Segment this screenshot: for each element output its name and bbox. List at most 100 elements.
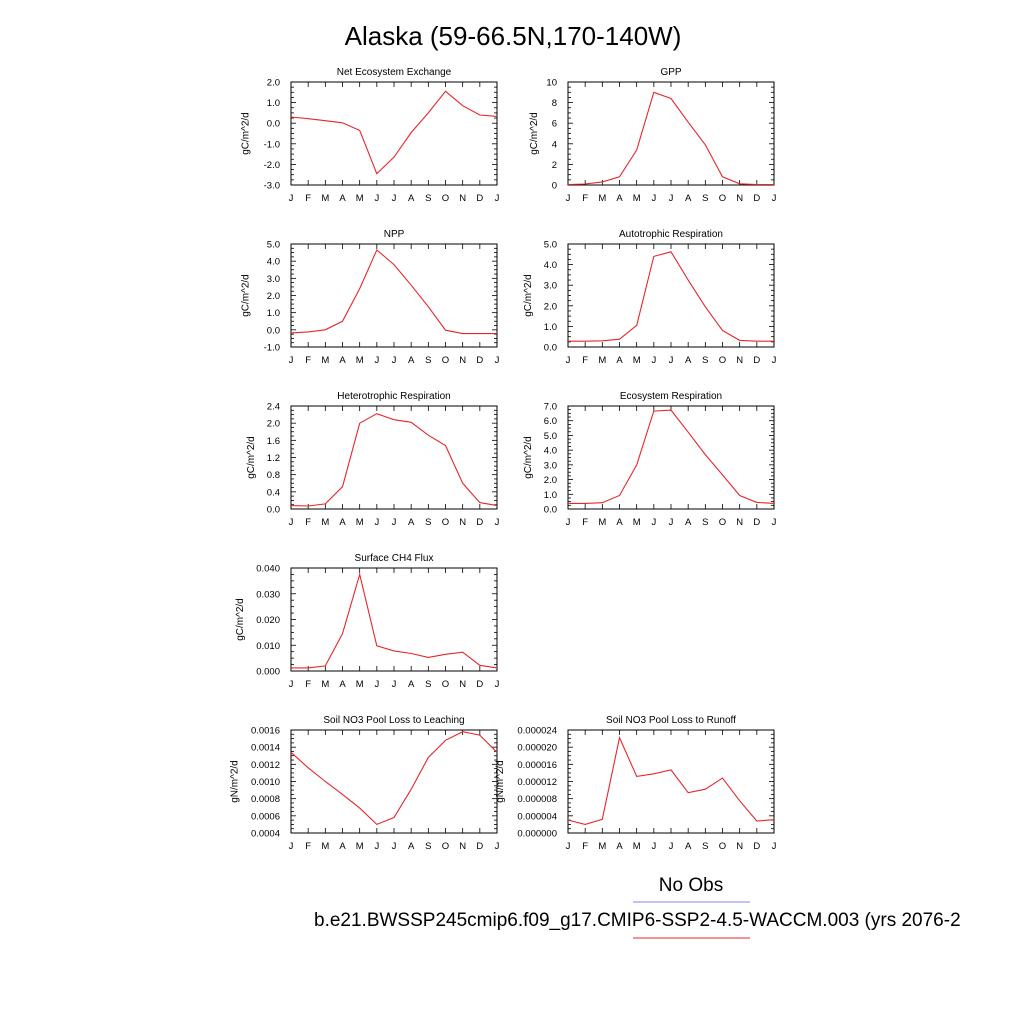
y-tick-label: 3.0 [544, 281, 557, 292]
x-tick-label: O [442, 841, 449, 852]
y-tick-label: 5.0 [544, 240, 557, 251]
x-tick-label: M [321, 193, 329, 204]
x-tick-label: J [392, 517, 397, 528]
y-tick-label: 6.0 [544, 416, 557, 427]
series-line [568, 409, 775, 504]
x-tick-label: D [753, 841, 760, 852]
x-tick-label: J [651, 841, 656, 852]
x-tick-label: O [719, 841, 726, 852]
x-tick-label: J [289, 517, 294, 528]
y-tick-label: 3.0 [544, 460, 557, 471]
x-tick-label: A [339, 193, 346, 204]
x-tick-label: J [374, 679, 379, 690]
x-tick-label: D [476, 355, 483, 366]
y-tick-label: 1.0 [544, 490, 557, 501]
y-axis-label: gC/m^2/d [523, 436, 534, 479]
y-axis-label: gN/m^2/d [495, 760, 506, 803]
y-tick-label: 0.0012 [251, 760, 280, 771]
x-tick-label: O [719, 355, 726, 366]
x-tick-label: M [633, 355, 641, 366]
x-tick-label: J [392, 841, 397, 852]
x-tick-label: A [616, 517, 623, 528]
x-tick-label: J [669, 841, 674, 852]
case-label: b.e21.BWSSP245cmip6.f09_g17.CMIP6-SSP2-4… [314, 910, 961, 931]
y-axis-label: gN/m^2/d [229, 760, 240, 803]
x-tick-label: M [633, 193, 641, 204]
y-tick-label: 1.0 [267, 98, 280, 109]
y-tick-label: 0.0 [267, 119, 280, 130]
x-tick-label: D [753, 517, 760, 528]
panel-title: GPP [660, 67, 681, 78]
series-line [290, 731, 498, 826]
y-tick-label: -1.0 [264, 343, 280, 354]
x-tick-label: S [425, 517, 431, 528]
y-tick-label: 0.000004 [517, 811, 557, 822]
x-tick-label: M [356, 193, 364, 204]
y-tick-label: 0.0014 [251, 743, 280, 754]
x-tick-label: O [442, 355, 449, 366]
y-tick-label: 2.0 [544, 475, 557, 486]
y-tick-label: 0.000020 [517, 743, 557, 754]
x-tick-label: J [392, 679, 397, 690]
x-tick-label: M [321, 517, 329, 528]
plot-frame [290, 81, 498, 186]
x-tick-label: A [616, 193, 623, 204]
x-tick-label: D [476, 841, 483, 852]
x-tick-label: F [582, 841, 588, 852]
x-tick-label: J [772, 517, 777, 528]
y-axis-label: gC/m^2/d [529, 112, 540, 155]
x-tick-label: A [685, 355, 692, 366]
x-tick-label: A [408, 517, 415, 528]
x-tick-label: N [459, 355, 466, 366]
y-tick-label: 0.010 [256, 641, 280, 652]
x-tick-label: J [669, 193, 674, 204]
x-tick-label: D [476, 517, 483, 528]
y-tick-label: 0.0 [544, 505, 557, 516]
x-tick-label: S [702, 517, 708, 528]
x-tick-label: J [374, 355, 379, 366]
y-tick-label: -1.0 [264, 139, 280, 150]
y-tick-label: 2.0 [267, 78, 280, 89]
y-tick-label: 1.0 [267, 308, 280, 319]
x-tick-label: F [582, 517, 588, 528]
x-tick-label: A [339, 355, 346, 366]
x-tick-label: M [356, 679, 364, 690]
y-tick-label: 10 [546, 78, 557, 89]
x-tick-label: O [442, 193, 449, 204]
y-tick-label: 0 [552, 181, 557, 192]
x-tick-label: M [356, 841, 364, 852]
y-tick-label: 5.0 [544, 431, 557, 442]
x-tick-label: A [408, 193, 415, 204]
x-tick-label: J [669, 517, 674, 528]
x-tick-label: J [772, 841, 777, 852]
x-tick-label: J [495, 193, 500, 204]
series-line [567, 735, 775, 825]
y-axis-label: gC/m^2/d [241, 274, 252, 317]
x-tick-label: A [616, 841, 623, 852]
x-tick-label: A [408, 355, 415, 366]
x-tick-label: M [633, 517, 641, 528]
x-tick-label: N [459, 193, 466, 204]
x-tick-label: J [651, 517, 656, 528]
plot-frame [567, 405, 775, 510]
y-tick-label: 0.4 [267, 487, 280, 498]
y-tick-label: 0.000008 [517, 794, 557, 805]
x-tick-label: J [566, 355, 571, 366]
y-tick-label: 7.0 [544, 402, 557, 413]
y-tick-label: 0.020 [256, 615, 280, 626]
x-tick-label: D [753, 355, 760, 366]
y-tick-label: 0.0008 [251, 794, 280, 805]
x-tick-label: J [392, 355, 397, 366]
y-tick-label: 4.0 [544, 446, 557, 457]
series-line [567, 91, 774, 186]
x-tick-label: J [772, 355, 777, 366]
y-tick-label: 2.0 [544, 301, 557, 312]
panel-title: NPP [384, 229, 405, 240]
y-tick-label: 0.000012 [517, 777, 557, 788]
x-tick-label: F [305, 193, 311, 204]
